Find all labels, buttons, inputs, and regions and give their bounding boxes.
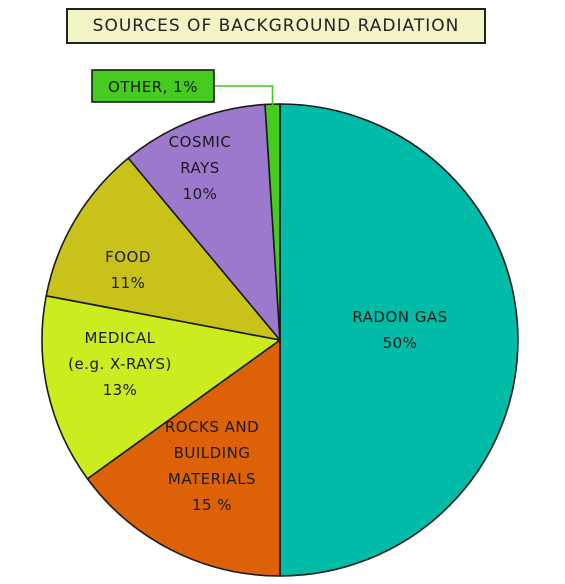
slice-label-0: RADON GAS 50% bbox=[352, 308, 447, 352]
slice-label-2: MEDICAL (e.g. X-RAYS) 13% bbox=[68, 329, 172, 399]
slice-label-line: FOOD bbox=[105, 248, 151, 266]
slice-label-line: MEDICAL bbox=[85, 329, 156, 347]
pie-slice-2 bbox=[41, 294, 281, 480]
pie-slice-4 bbox=[127, 103, 281, 341]
slice-label-line: RADON GAS bbox=[352, 308, 447, 326]
slice-label-line: RAYS bbox=[180, 159, 220, 177]
slice-label-line: 13% bbox=[103, 381, 138, 399]
pie-slice-1 bbox=[86, 339, 281, 577]
slice-label-5: OTHER, 1% bbox=[108, 78, 198, 96]
slice-label-1: ROCKS AND BUILDING MATERIALS 15 % bbox=[165, 418, 259, 514]
slice-label-line: (e.g. X-RAYS) bbox=[68, 355, 172, 373]
slice-label-line: BUILDING bbox=[174, 444, 251, 462]
pie-slices bbox=[41, 103, 519, 577]
pie-labels: RADON GAS 50% ROCKS AND BUILDING MATERIALS 15… bbox=[68, 133, 447, 514]
chart-title: SOURCES OF BACKGROUND RADIATION bbox=[66, 8, 486, 44]
slice-label-line: ROCKS AND bbox=[165, 418, 259, 436]
slice-label-4: COSMIC RAYS 10% bbox=[169, 133, 232, 203]
slice-label-line: 11% bbox=[111, 274, 146, 292]
pie-callouts: OTHER, 1% bbox=[91, 69, 274, 109]
slice-label-line: MATERIALS bbox=[168, 470, 256, 488]
slice-label-line: 50% bbox=[383, 334, 418, 352]
pie-slice-0 bbox=[279, 103, 519, 577]
pie-slice-3 bbox=[45, 157, 281, 341]
callout-line bbox=[214, 85, 274, 109]
slice-label-3: FOOD 11% bbox=[105, 248, 151, 292]
slice-label-line: COSMIC bbox=[169, 133, 232, 151]
slice-label-line: 10% bbox=[183, 185, 218, 203]
callout-box bbox=[91, 69, 215, 103]
slice-label-line: 15 % bbox=[192, 496, 232, 514]
